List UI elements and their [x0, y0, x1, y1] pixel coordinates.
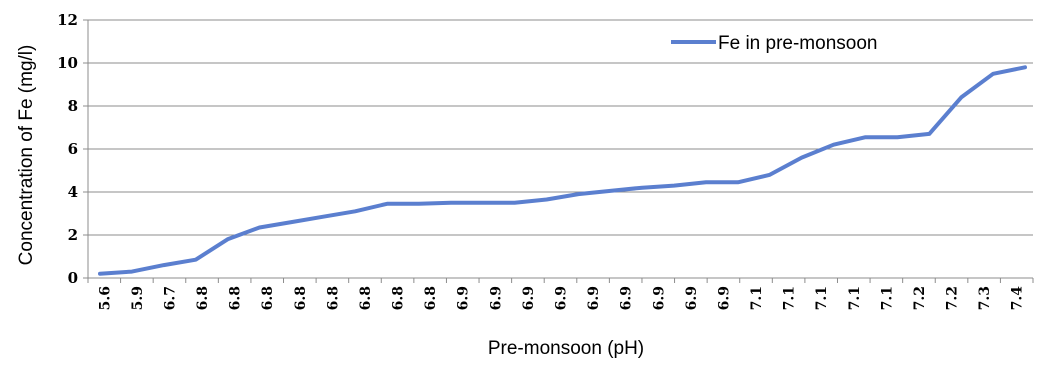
x-tick-label: 6.9 [586, 286, 602, 310]
x-tick-label: 6.9 [619, 286, 635, 310]
x-tick-label: 7.1 [847, 286, 863, 310]
x-tick-label: 6.9 [488, 286, 504, 310]
x-tick-label: 6.8 [358, 286, 374, 310]
x-axis-ticks: 5.6 5.9 6.7 6.8 6.8 6.8 6.8 6.8 6.8 6.8 6.8 6.9 6.9 6… [87, 278, 1034, 311]
x-tick-label: 7.1 [814, 286, 830, 310]
x-axis-title: Pre-monsoon (pH) [488, 338, 644, 359]
x-tick-label: 6.8 [325, 286, 341, 310]
x-tick-label: 5.6 [97, 286, 113, 310]
x-tick-label: 7.2 [912, 286, 928, 310]
x-tick-label: 7.1 [879, 286, 895, 310]
x-tick-label: 6.9 [716, 286, 732, 310]
y-tick-label: 2 [68, 226, 78, 244]
x-tick-label: 7.4 [1010, 286, 1026, 311]
x-tick-label: 6.8 [260, 286, 276, 310]
y-tick-label: 12 [57, 11, 78, 29]
y-tick-label: 0 [68, 269, 78, 287]
legend: Fe in pre-monsoon [671, 33, 877, 54]
y-tick-label: 4 [68, 183, 78, 201]
x-tick-label: 7.3 [977, 286, 993, 310]
x-tick-label: 6.9 [684, 286, 700, 310]
x-tick-label: 6.8 [423, 286, 439, 310]
x-tick-label: 5.9 [130, 286, 146, 310]
x-tick-label: 6.9 [521, 286, 537, 310]
x-tick-label: 7.1 [749, 286, 765, 310]
y-tick-label: 8 [68, 97, 78, 115]
x-tick-label: 6.9 [554, 286, 570, 310]
x-tick-label: 6.9 [651, 286, 667, 310]
gridlines [88, 19, 1033, 236]
y-tick-label: 10 [57, 54, 78, 72]
x-tick-label: 7.2 [945, 286, 961, 310]
x-tick-label: 6.8 [293, 286, 309, 310]
x-tick-label: 6.8 [228, 286, 244, 310]
x-tick-label: 7.1 [782, 286, 798, 310]
x-tick-label: 6.7 [162, 286, 178, 310]
y-axis-title: Concentration of Fe (mg/l) [16, 45, 37, 266]
series-layer [98, 65, 1027, 276]
x-tick-label: 6.8 [195, 286, 211, 310]
y-axis-ticks: 0 2 4 6 8 10 12 [57, 11, 88, 287]
series-line-fe-pre-monsoon [98, 65, 1027, 276]
legend-label: Fe in pre-monsoon [718, 33, 877, 54]
x-tick-label: 6.8 [391, 286, 407, 310]
y-tick-label: 6 [68, 140, 78, 158]
x-tick-label: 6.9 [456, 286, 472, 310]
